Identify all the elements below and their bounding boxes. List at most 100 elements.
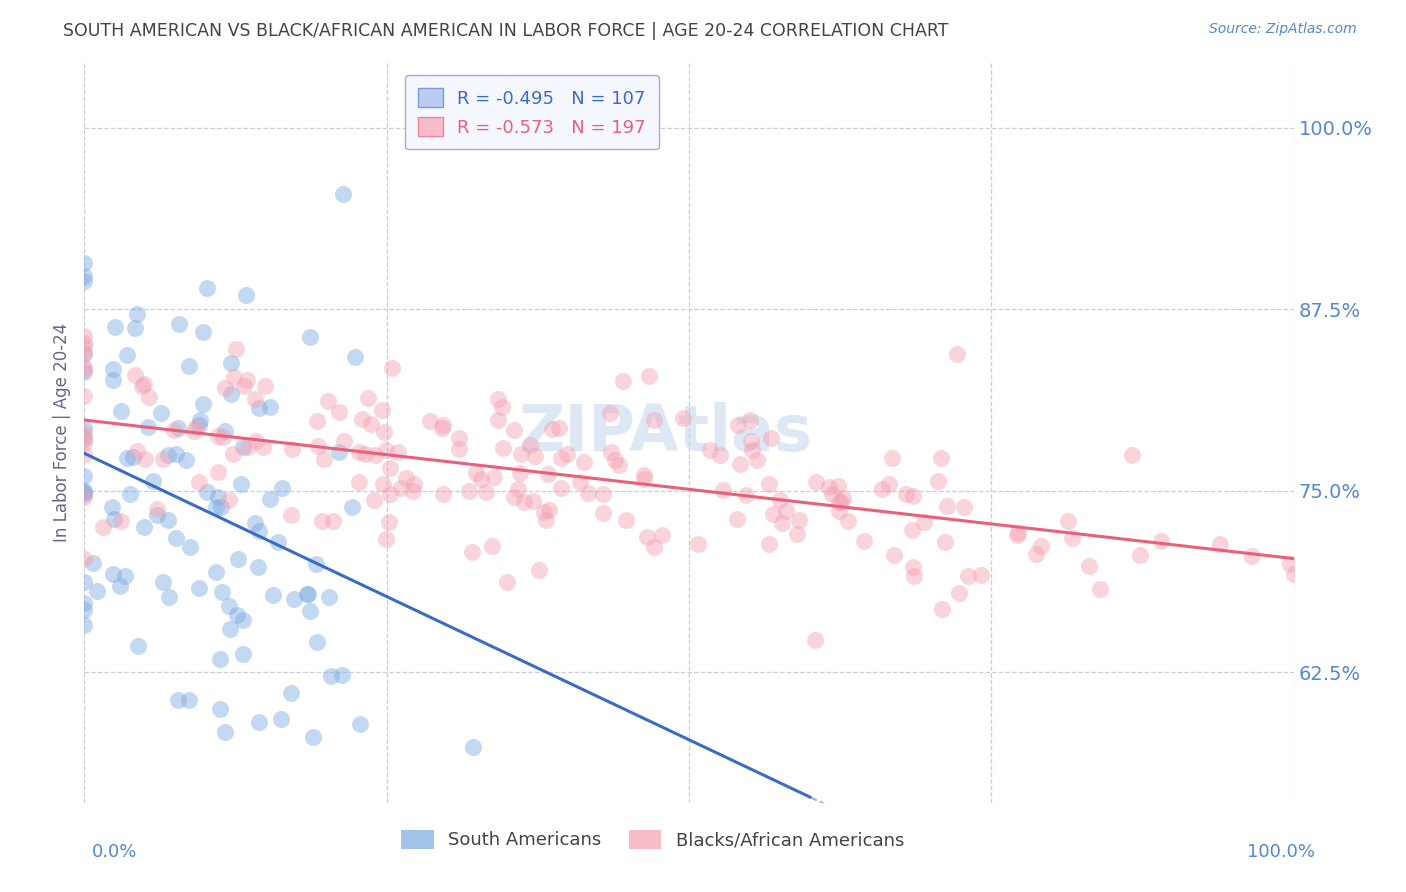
Point — [709, 448, 731, 462]
Point — [432, 487, 454, 501]
Point — [73, 575, 96, 590]
Point — [495, 574, 517, 589]
Point — [134, 452, 156, 467]
Point — [896, 487, 918, 501]
Point — [901, 523, 924, 537]
Point — [124, 368, 146, 382]
Point — [1007, 526, 1029, 541]
Point — [827, 479, 849, 493]
Point — [219, 356, 242, 370]
Point — [970, 567, 993, 582]
Point — [730, 457, 752, 471]
Point — [633, 468, 655, 483]
Point — [357, 391, 380, 405]
Point — [651, 528, 673, 542]
Text: 0.0%: 0.0% — [91, 843, 136, 861]
Point — [91, 520, 114, 534]
Point — [236, 373, 259, 387]
Point — [758, 477, 780, 491]
Point — [301, 730, 323, 744]
Point — [188, 417, 211, 432]
Point — [179, 693, 201, 707]
Point — [114, 569, 136, 583]
Text: Source: ZipAtlas.com: Source: ZipAtlas.com — [1209, 22, 1357, 37]
Point — [118, 487, 141, 501]
Point — [262, 588, 284, 602]
Point — [314, 452, 336, 467]
Point — [305, 557, 328, 571]
Point — [395, 471, 418, 485]
Point — [643, 540, 665, 554]
Point — [311, 514, 333, 528]
Point — [491, 401, 513, 415]
Point — [600, 445, 623, 459]
Point — [510, 448, 533, 462]
Point — [912, 515, 935, 529]
Point — [205, 565, 228, 579]
Point — [569, 475, 592, 490]
Point — [73, 487, 96, 501]
Point — [138, 390, 160, 404]
Point — [188, 412, 211, 426]
Point — [73, 618, 96, 632]
Point — [188, 475, 211, 489]
Point — [901, 560, 924, 574]
Point — [295, 587, 318, 601]
Point — [672, 411, 695, 425]
Point — [762, 507, 785, 521]
Point — [136, 419, 159, 434]
Point — [1005, 528, 1028, 542]
Point — [125, 307, 148, 321]
Point — [247, 401, 270, 416]
Point — [193, 325, 215, 339]
Point — [758, 537, 780, 551]
Point — [322, 515, 344, 529]
Point — [927, 474, 949, 488]
Point — [769, 492, 792, 507]
Point — [134, 376, 156, 391]
Point — [945, 347, 967, 361]
Point — [1025, 548, 1047, 562]
Point — [360, 417, 382, 431]
Point — [101, 373, 124, 387]
Point — [592, 506, 614, 520]
Point — [232, 613, 254, 627]
Point — [1209, 537, 1232, 551]
Point — [502, 490, 524, 504]
Point — [101, 566, 124, 581]
Point — [533, 505, 555, 519]
Text: ZIPAtlas: ZIPAtlas — [517, 401, 811, 464]
Point — [513, 495, 536, 509]
Point — [73, 483, 96, 498]
Point — [226, 607, 249, 622]
Point — [101, 500, 124, 514]
Point — [534, 513, 557, 527]
Point — [371, 402, 394, 417]
Point — [145, 508, 167, 522]
Point — [73, 603, 96, 617]
Point — [502, 423, 524, 437]
Point — [1121, 448, 1143, 462]
Point — [73, 428, 96, 442]
Point — [131, 379, 153, 393]
Point — [193, 397, 215, 411]
Point — [156, 513, 179, 527]
Point — [218, 623, 240, 637]
Point — [332, 187, 354, 202]
Point — [305, 414, 328, 428]
Point — [179, 540, 201, 554]
Point — [828, 495, 851, 509]
Point — [609, 458, 631, 472]
Point — [1057, 514, 1080, 528]
Point — [550, 450, 572, 465]
Point — [73, 274, 96, 288]
Point — [73, 552, 96, 566]
Point — [319, 669, 342, 683]
Point — [86, 584, 108, 599]
Point — [353, 446, 375, 460]
Point — [73, 269, 96, 284]
Point — [259, 400, 281, 414]
Point — [207, 428, 229, 442]
Point — [349, 445, 371, 459]
Point — [484, 469, 506, 483]
